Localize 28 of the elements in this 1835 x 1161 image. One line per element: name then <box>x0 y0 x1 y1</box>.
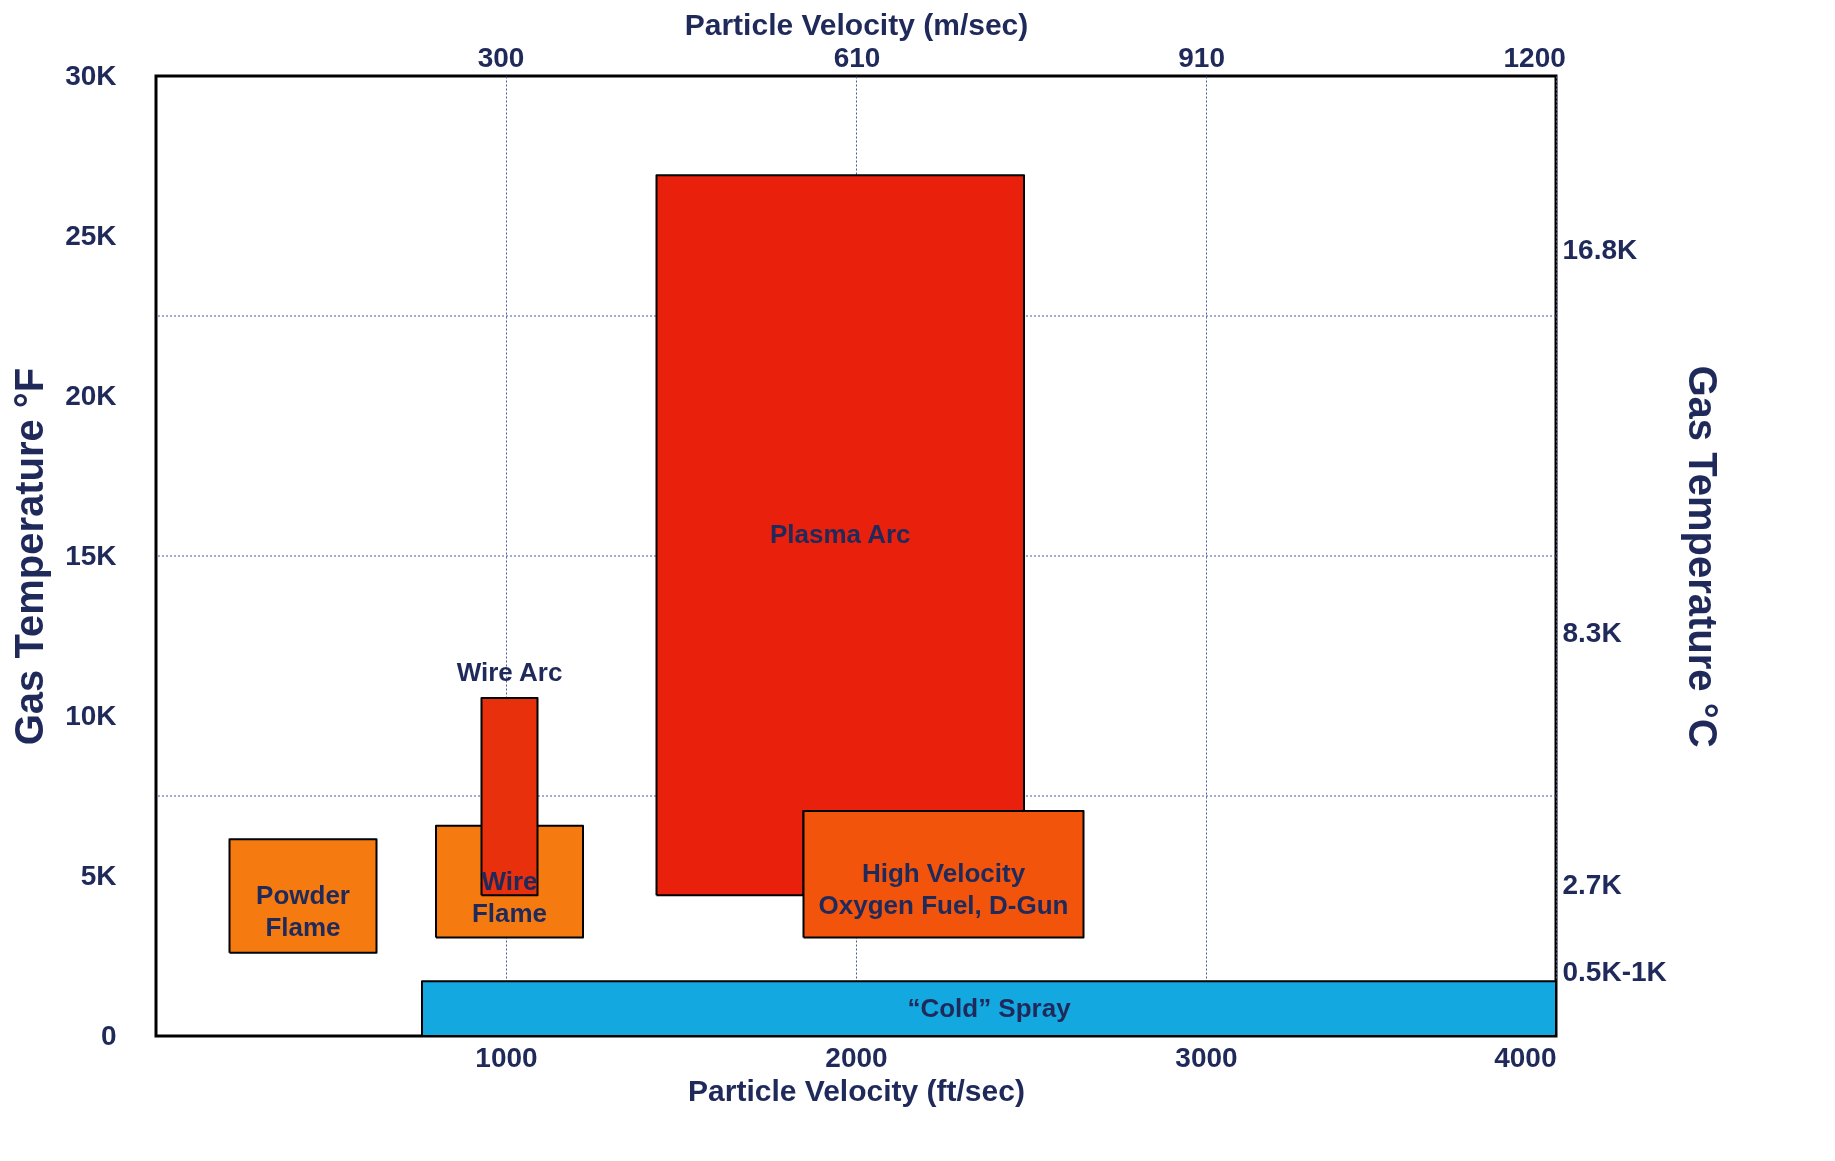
y-tick-label: 20K <box>65 379 117 411</box>
y2-tick-label: 16.8K <box>1562 234 1638 266</box>
x2-tick-label: 610 <box>833 41 881 73</box>
y2-tick-label: 2.7K <box>1562 868 1622 900</box>
y2-tick-label: 0.5K-1K <box>1562 956 1667 988</box>
x2-tick-label: 910 <box>1178 41 1225 73</box>
x-axis-title: Particle Velocity (ft/sec) <box>688 1073 1025 1107</box>
y2-tick-label: 8.3K <box>1562 616 1622 648</box>
y-axis-title: Gas Temperature °F <box>7 367 52 746</box>
x-tick-label: 2000 <box>825 1041 888 1073</box>
x2-tick-label: 1200 <box>1503 41 1566 73</box>
x2-tick-label: 300 <box>477 41 525 73</box>
series-label: Powder Flame <box>256 880 350 942</box>
y-tick-label: 25K <box>65 219 117 251</box>
x2-axis-title: Particle Velocity (m/sec) <box>684 7 1029 41</box>
y-tick-label: 30K <box>65 59 117 91</box>
series-label: Plasma Arc <box>769 519 911 550</box>
y2-axis-title: Gas Temperature °C <box>1680 365 1725 748</box>
series-label: Wire Arc <box>456 657 563 688</box>
y-tick-label: 0 <box>100 1019 117 1051</box>
x-tick-label: 3000 <box>1175 1041 1238 1073</box>
y-tick-label: 15K <box>65 539 117 571</box>
y-tick-label: 5K <box>80 859 117 891</box>
y-tick-label: 10K <box>65 699 117 731</box>
x-tick-label: 4000 <box>1494 1041 1557 1073</box>
x-tick-label: 1000 <box>475 1041 538 1073</box>
series-label: “Cold” Spray <box>907 992 1072 1023</box>
series-label: High Velocity Oxygen Fuel, D-Gun <box>818 858 1069 921</box>
